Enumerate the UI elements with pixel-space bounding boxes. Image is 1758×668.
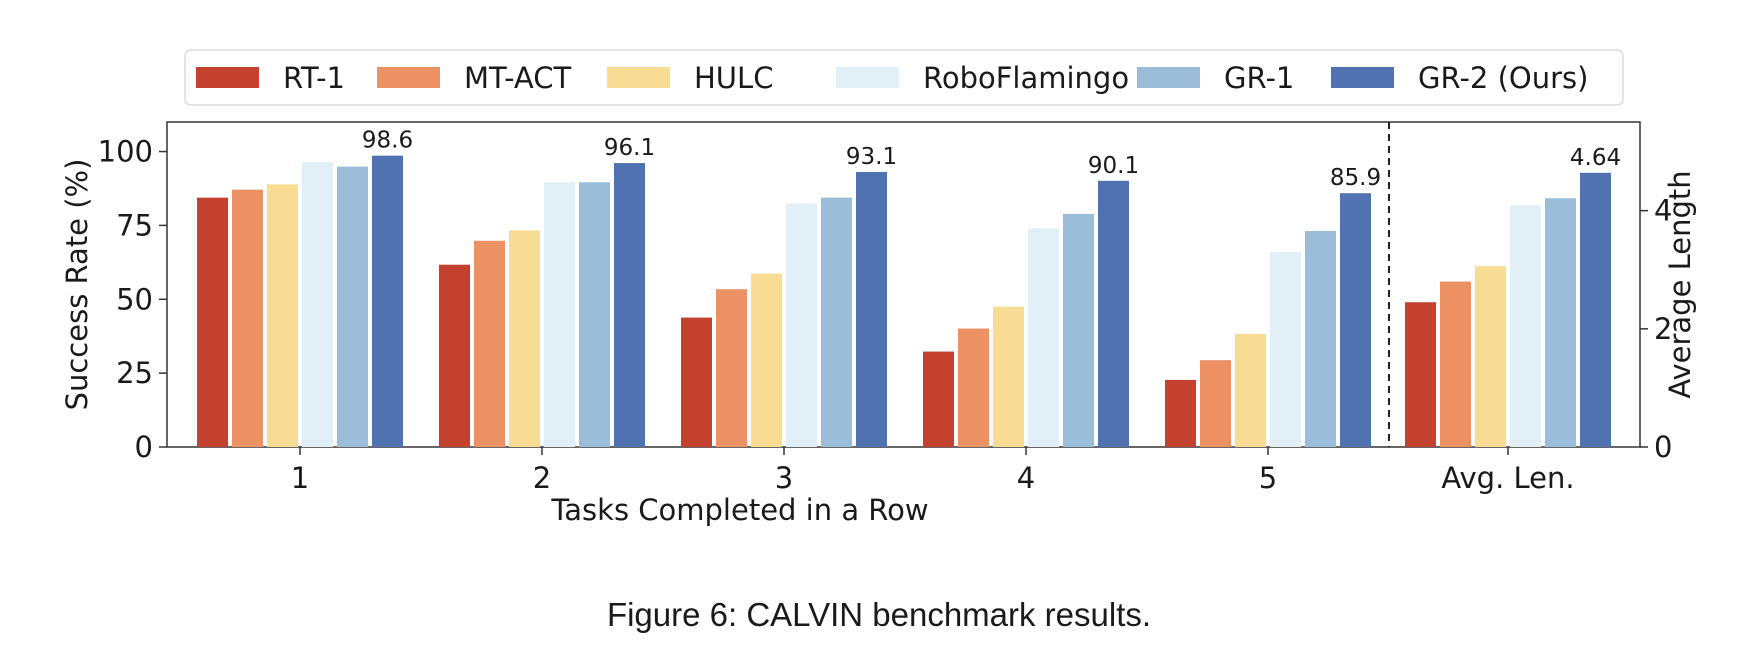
bar-3-gr-2-ours- [856,171,887,447]
x-tick-label: 5 [1259,461,1277,495]
bar-3-hulc [751,273,782,447]
bar-4-mt-act [958,328,989,447]
legend-label: GR-1 [1224,61,1294,95]
bar-3-gr-1 [821,197,852,447]
legend-box [184,49,1624,106]
bar-5-gr-2-ours- [1340,193,1371,447]
x-tick-label: 4 [1017,461,1035,495]
bar-Avg. Len.-roboflamingo [1510,205,1541,447]
bar-1-roboflamingo [302,162,333,447]
figure-caption: Figure 6: CALVIN benchmark results. [606,596,1152,633]
bar-Avg. Len.-hulc [1475,266,1506,447]
legend-swatch [1331,67,1394,88]
legend-swatch [377,67,440,88]
bar-5-mt-act [1200,360,1231,447]
bar-4-roboflamingo [1028,228,1059,447]
legend-swatch [196,67,259,88]
data-label: 85.9 [1330,165,1381,191]
bar-1-hulc [267,184,298,447]
data-label: 93.1 [846,144,897,170]
bar-2-hulc [509,230,540,447]
bar-2-rt-1 [439,264,470,447]
bar-Avg. Len.-gr-1 [1545,198,1576,447]
legend-swatch [607,67,670,88]
x-axis-label: Tasks Completed in a Row [550,493,928,527]
data-label: 4.64 [1570,145,1621,171]
data-label: 96.1 [604,135,655,161]
y-tick-label: 75 [116,208,153,242]
y-axis-label: Success Rate (%) [60,159,94,411]
x-tick-label: 1 [291,461,309,495]
bar-1-mt-act [232,189,263,447]
x-tick-label: Avg. Len. [1441,461,1574,495]
y2-axis-label: Average Length [1663,170,1697,398]
bar-2-mt-act [474,240,505,447]
x-tick-label: 2 [533,461,551,495]
bar-4-gr-1 [1063,213,1094,447]
bar-2-gr-1 [579,182,610,448]
bar-1-gr-2-ours- [372,155,403,447]
bar-4-hulc [993,306,1024,447]
bar-3-mt-act [716,289,747,447]
legend-label: MT-ACT [464,61,571,95]
legend-swatch [836,67,899,88]
bar-5-gr-1 [1305,231,1336,447]
plot-frame [166,121,1641,448]
bar-2-roboflamingo [544,182,575,448]
bar-4-rt-1 [923,351,954,447]
data-label: 98.6 [362,128,413,154]
bar-2-gr-2-ours- [614,163,645,447]
y2-tick-label: 4 [1654,194,1672,228]
legend-swatch [1137,67,1200,88]
y-tick-label: 25 [116,356,153,390]
bar-4-gr-2-ours- [1098,180,1129,447]
legend-label: RT-1 [283,61,345,95]
bar-5-roboflamingo [1270,252,1301,447]
bar-Avg. Len.-rt-1 [1405,302,1436,447]
legend-label: RoboFlamingo [923,61,1129,95]
bar-1-rt-1 [197,197,228,447]
bar-5-rt-1 [1165,379,1196,447]
legend-label: GR-2 (Ours) [1418,61,1588,95]
bar-5-hulc [1235,333,1266,447]
y2-tick-label: 0 [1654,430,1672,464]
y2-tick-label: 2 [1654,312,1672,346]
legend-label: HULC [694,61,773,95]
bar-3-roboflamingo [786,203,817,447]
x-tick-label: 3 [775,461,793,495]
bar-Avg. Len.-gr-2-ours- [1580,172,1611,447]
bar-Avg. Len.-mt-act [1440,281,1471,447]
y-tick-label: 100 [98,135,153,169]
bar-3-rt-1 [681,317,712,447]
y-tick-label: 50 [116,282,153,316]
bar-1-gr-1 [337,166,368,447]
data-label: 90.1 [1088,153,1139,179]
y-tick-label: 0 [135,430,153,464]
